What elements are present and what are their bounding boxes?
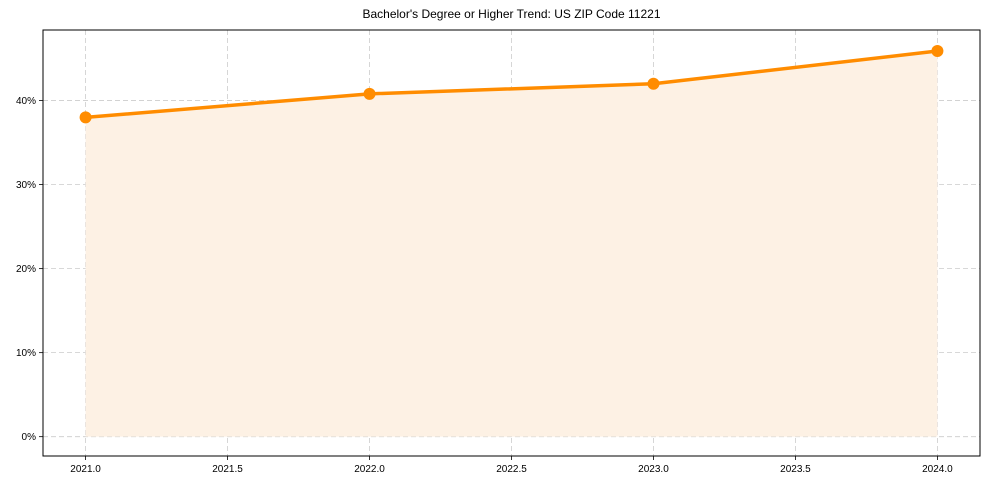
data-point-marker <box>931 45 944 58</box>
data-point-marker <box>363 87 376 100</box>
y-tick-label: 30% <box>16 180 36 191</box>
x-tick-label: 2022.5 <box>496 464 527 475</box>
y-tick-label: 0% <box>22 432 37 443</box>
x-tick-label: 2022.0 <box>354 464 385 475</box>
x-tick-label: 2024.0 <box>922 464 953 475</box>
y-axis: 0% 10% 20% 30% 40% <box>16 96 43 443</box>
chart-title: Bachelor's Degree or Higher Trend: US ZI… <box>362 7 661 21</box>
x-tick-label: 2021.0 <box>70 464 101 475</box>
data-point-marker <box>647 77 660 90</box>
x-axis: 2021.0 2021.5 2022.0 2022.5 2023.0 2023.5 2024… <box>70 456 953 475</box>
x-tick-label: 2023.5 <box>780 464 811 475</box>
x-tick-label: 2023.0 <box>638 464 669 475</box>
data-markers <box>79 45 944 124</box>
y-tick-label: 40% <box>16 96 36 107</box>
data-point-marker <box>79 111 92 124</box>
y-tick-label: 20% <box>16 264 36 275</box>
data-line <box>85 49 938 120</box>
x-tick-label: 2021.5 <box>212 464 243 475</box>
area-fill <box>85 51 938 437</box>
y-tick-label: 10% <box>16 348 36 359</box>
